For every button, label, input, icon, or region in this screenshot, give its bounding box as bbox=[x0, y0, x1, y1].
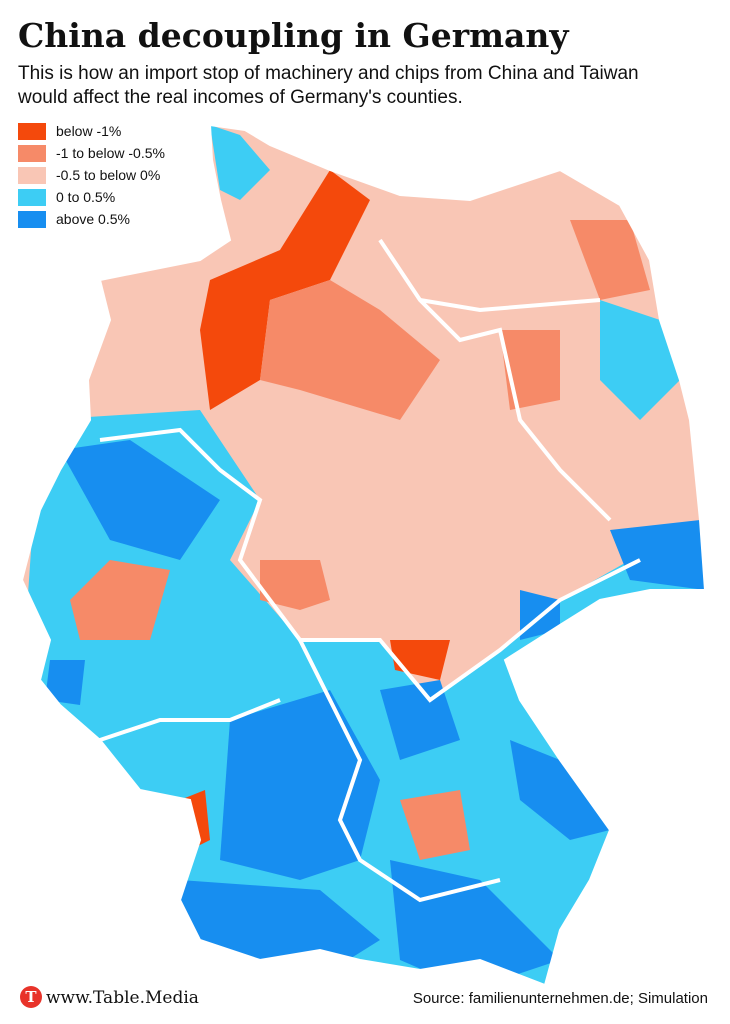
legend-swatch bbox=[18, 166, 46, 184]
legend-swatch bbox=[18, 188, 46, 206]
region bbox=[220, 690, 380, 880]
region bbox=[260, 560, 330, 610]
state-borders bbox=[99, 238, 641, 903]
brand: www.Table.Media bbox=[46, 988, 199, 1008]
region bbox=[510, 740, 610, 840]
legend-item: -1 to below -0.5% bbox=[18, 142, 165, 164]
region bbox=[380, 680, 460, 760]
region bbox=[400, 790, 470, 860]
legend-label: -1 to below -0.5% bbox=[56, 145, 165, 161]
source: Source: familienunternehmen.de; Simulati… bbox=[412, 990, 708, 1007]
title: China decoupling in Germany bbox=[18, 16, 569, 55]
region bbox=[470, 520, 520, 560]
legend-item: 0 to 0.5% bbox=[18, 186, 165, 208]
legend-swatch bbox=[18, 122, 46, 140]
legend-swatch bbox=[18, 144, 46, 162]
legend-label: 0 to 0.5% bbox=[56, 189, 116, 205]
region bbox=[260, 280, 440, 420]
region bbox=[70, 560, 170, 640]
legend-swatch bbox=[18, 210, 46, 228]
region bbox=[60, 440, 220, 560]
subtitle: This is how an import stop of machinery … bbox=[18, 63, 639, 108]
region bbox=[390, 860, 560, 985]
legend-item: below -1% bbox=[18, 120, 165, 142]
legend-item: above 0.5% bbox=[18, 208, 165, 230]
logo: T bbox=[20, 986, 42, 1008]
legend-item: -0.5 to below 0% bbox=[18, 164, 165, 186]
region bbox=[210, 125, 270, 200]
region bbox=[570, 220, 650, 300]
legend-label: above 0.5% bbox=[56, 211, 130, 227]
region bbox=[610, 520, 705, 590]
region bbox=[200, 170, 370, 410]
region bbox=[600, 300, 680, 420]
legend-label: below -1% bbox=[56, 123, 122, 139]
region bbox=[45, 660, 85, 705]
legend-label: -0.5 to below 0% bbox=[56, 167, 161, 183]
legend: below -1% -1 to below -0.5% -0.5 to below … bbox=[18, 120, 165, 230]
